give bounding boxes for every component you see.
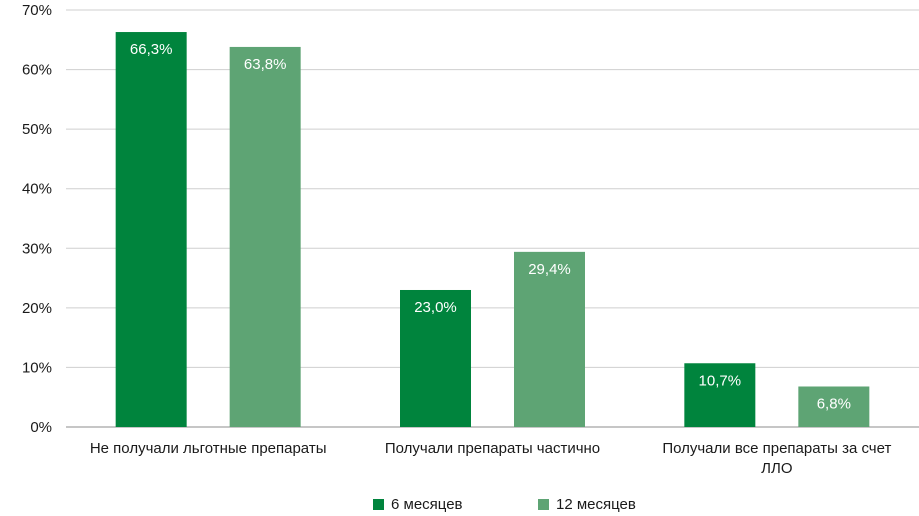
data-label: 29,4% xyxy=(528,261,571,278)
x-axis-categories: Не получали льготные препараты Получали п… xyxy=(90,440,892,477)
data-label: 6,8% xyxy=(817,395,851,412)
y-tick-label: 60% xyxy=(22,62,52,79)
y-tick-label: 50% xyxy=(22,121,52,138)
bar-6-months-cat2 xyxy=(400,289,471,427)
y-axis-ticks: 0% 10% 20% 30% 40% 50% 60% 70% xyxy=(22,2,52,436)
y-tick-label: 70% xyxy=(22,2,52,19)
bar-6-months-cat3 xyxy=(684,363,756,427)
legend-item-12-months: 12 месяцев xyxy=(538,496,636,513)
legend-label-6-months: 6 месяцев xyxy=(391,496,463,513)
legend: 6 месяцев 12 месяцев xyxy=(0,496,919,516)
y-tick-label: 20% xyxy=(22,300,52,317)
legend-swatch-6-months xyxy=(373,499,384,510)
data-label: 66,3% xyxy=(130,41,173,58)
data-label: 23,0% xyxy=(414,299,457,316)
y-tick-label: 40% xyxy=(22,181,52,198)
gridlines xyxy=(66,9,919,428)
legend-swatch-12-months xyxy=(538,499,549,510)
legend-label-12-months: 12 месяцев xyxy=(556,496,636,513)
data-label: 10,7% xyxy=(699,372,742,389)
bar-6-months-cat1 xyxy=(115,32,187,427)
y-tick-label: 0% xyxy=(30,419,52,436)
category-label: ЛЛО xyxy=(761,460,792,477)
category-label: Получали препараты частично xyxy=(385,440,600,457)
data-labels: 66,3% 63,8% 23,0% 29,4% 10,7% 6,8% xyxy=(130,41,851,412)
legend-item-6-months: 6 месяцев xyxy=(373,496,463,513)
category-label: Получали все препараты за счет xyxy=(662,440,891,457)
y-tick-label: 10% xyxy=(22,359,52,376)
category-label: Не получали льготные препараты xyxy=(90,440,327,457)
y-tick-label: 30% xyxy=(22,240,52,257)
data-label: 63,8% xyxy=(244,56,287,73)
bar-12-months-cat3 xyxy=(798,386,870,427)
bar-12-months-cat1 xyxy=(229,46,301,427)
bar-12-months-cat2 xyxy=(514,251,585,427)
bar-chart: 0% 10% 20% 30% 40% 50% 60% 70% 66,3% 63,8% 23,0% 2… xyxy=(22,2,919,477)
bars xyxy=(115,32,870,427)
